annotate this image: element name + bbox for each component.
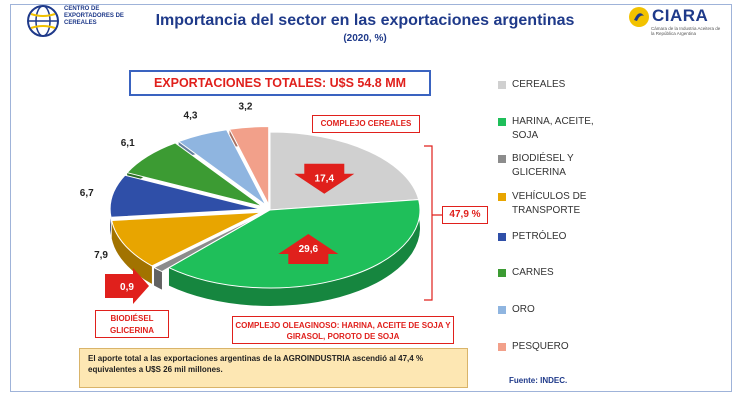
brand-right-sub: Cámara de la Industria Aceitera de la Re… — [651, 26, 721, 36]
legend-label-2: BIODIÉSEL Y GLICERINA — [512, 153, 574, 178]
pie-value-label-highlight-0: 17,4 — [315, 174, 335, 185]
legend-swatch-1 — [498, 118, 506, 126]
legend-label-0: CEREALES — [512, 79, 566, 90]
legend-item-0: CEREALES — [498, 78, 622, 92]
cereales-arrow-marker — [294, 163, 355, 194]
legend-label-3: VEHÍCULOS DE TRANSPORTE — [512, 191, 587, 216]
chart-subtitle: (2020, %) — [343, 33, 387, 44]
bracket-percent-box: 47,9 % — [442, 206, 488, 224]
pie-value-label-highlight-1: 29,6 — [299, 244, 319, 255]
legend-item-6: ORO — [498, 303, 622, 317]
pie-value-label-4: 6,7 — [80, 188, 94, 199]
legend-swatch-7 — [498, 343, 506, 351]
pie-top-layer — [109, 126, 421, 289]
org-left-name: CENTRO DE EXPORTADORES DE CEREALES — [64, 6, 124, 26]
legend-item-3: VEHÍCULOS DE TRANSPORTE — [498, 190, 622, 218]
pie-value-label-6: 4,3 — [184, 111, 198, 122]
slide-frame — [10, 4, 732, 392]
oleaginoso-arrow-marker — [278, 233, 339, 264]
source-note: Fuente: INDEC. — [509, 376, 568, 385]
pie-slice-7 — [228, 126, 270, 205]
legend-label-6: ORO — [512, 304, 535, 315]
total-exports-box: EXPORTACIONES TOTALES: U$S 54.8 MM — [129, 70, 431, 96]
pie-labels-layer: 17,429,60,97,96,76,14,33,2 — [80, 101, 253, 261]
legend-swatch-2 — [498, 155, 506, 163]
legend-label-1: HARINA, ACEITE, SOJA — [512, 116, 594, 141]
pie-slice-depth-1 — [168, 199, 421, 306]
biodiesel-arrow-marker — [105, 268, 149, 304]
callout-oleaginoso: COMPLEJO OLEAGINOSO: HARINA, ACEITE DE S… — [232, 316, 454, 344]
legend-swatch-3 — [498, 193, 506, 201]
pie-slice-4 — [109, 174, 261, 218]
callout-cereales: COMPLEJO CEREALES — [312, 115, 420, 133]
ciara-logo-icon — [629, 7, 649, 27]
legend-swatch-0 — [498, 81, 506, 89]
legend-label-5: CARNES — [512, 267, 554, 278]
legend-item-2: BIODIÉSEL Y GLICERINA — [498, 152, 622, 180]
pie-value-label-7: 3,2 — [239, 101, 253, 112]
chart-title: Importancia del sector en las exportacio… — [155, 12, 575, 29]
pie-slice-6 — [177, 129, 267, 206]
legend-label-4: PETRÓLEO — [512, 231, 567, 242]
legend-item-4: PETRÓLEO — [498, 230, 622, 244]
bracket-line — [424, 145, 442, 301]
agroindustry-note: El aporte total a las exportaciones arge… — [79, 348, 468, 388]
legend-swatch-6 — [498, 306, 506, 314]
pie-slice-depth-2 — [154, 267, 162, 290]
legend-label-7: PESQUERO — [512, 341, 569, 352]
pie-value-label-highlight-2: 0,9 — [120, 282, 134, 293]
legend-item-7: PESQUERO — [498, 340, 622, 354]
callout-biodiesel: BIODIÉSEL GLICERINA — [95, 310, 169, 338]
legend-item-5: CARNES — [498, 266, 622, 280]
pie-slice-2 — [152, 213, 264, 273]
brand-right: CIARA — [652, 6, 709, 25]
pie-slice-0 — [269, 131, 420, 211]
legend-swatch-4 — [498, 233, 506, 241]
pie-slice-3 — [111, 211, 262, 267]
pie-value-label-3: 7,9 — [94, 250, 108, 261]
legend-item-1: HARINA, ACEITE, SOJA — [498, 115, 622, 143]
pie-arrows-layer: 17,4 29,6 0,9 — [105, 145, 442, 304]
globe-logo-icon — [27, 5, 59, 37]
pie-value-label-5: 6,1 — [121, 138, 135, 149]
pie-slice-5 — [126, 142, 263, 207]
legend-swatch-5 — [498, 269, 506, 277]
